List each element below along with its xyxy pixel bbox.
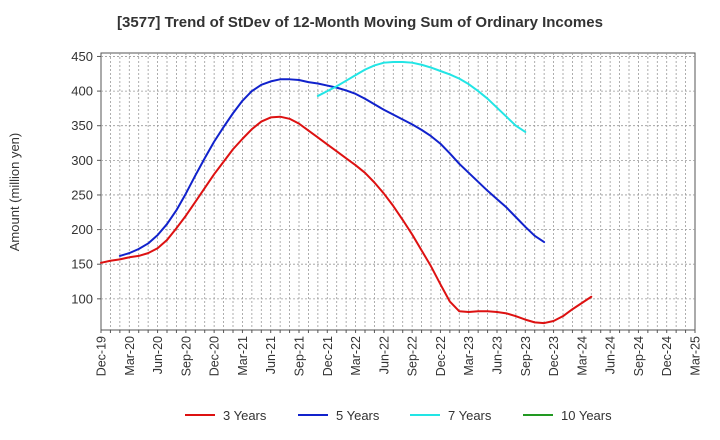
x-tick-label: Dec-21: [321, 336, 335, 376]
legend-label-5-years: 5 Years: [336, 408, 380, 423]
series-lines: [100, 61, 593, 325]
x-tick-label: Dec-23: [547, 336, 561, 376]
x-axis: Dec-19 Mar-20 Jun-20 Sep-20 Dec-20 Mar-21 Jun-…: [95, 330, 703, 376]
x-tick-label: Sep-22: [406, 336, 420, 376]
x-tick-label: Sep-20: [179, 336, 193, 376]
x-tick-label: Mar-22: [349, 336, 363, 376]
y-tick-label: 400: [71, 84, 93, 99]
series-line-3-years: [100, 115, 593, 325]
y-tick-label: 450: [71, 49, 93, 64]
x-tick-label: Sep-23: [519, 336, 533, 376]
x-tick-label: Dec-24: [660, 336, 674, 376]
x-tick-label: Jun-20: [151, 336, 165, 374]
legend-label-3-years: 3 Years: [223, 408, 267, 423]
plot-frame: [100, 52, 696, 331]
x-tick-label: Dec-20: [208, 336, 222, 376]
plot-border: [100, 52, 696, 331]
x-tick-label: Sep-24: [632, 336, 646, 376]
legend: 3 Years 5 Years 7 Years 10 Years: [185, 408, 612, 423]
x-tick-label: Mar-23: [462, 336, 476, 376]
x-tick-label: Sep-21: [293, 336, 307, 376]
x-tick-label: Mar-25: [689, 336, 703, 376]
y-tick-label: 300: [71, 153, 93, 168]
y-tick-label: 100: [71, 291, 93, 306]
series-line-5-years: [118, 78, 546, 257]
x-tick-label: Jun-22: [377, 336, 391, 374]
plot-background: [101, 53, 695, 330]
x-tick-label: Jun-23: [491, 336, 505, 374]
y-axis: 100 150 200 250 300 350 400 450: [71, 49, 101, 306]
x-tick-label: Mar-24: [575, 336, 589, 376]
series-line-7-years: [316, 61, 527, 133]
x-tick-label: Mar-20: [123, 336, 137, 376]
chart-title: [3577] Trend of StDev of 12-Month Moving…: [117, 14, 603, 31]
legend-label-7-years: 7 Years: [448, 408, 492, 423]
legend-label-10-years: 10 Years: [561, 408, 612, 423]
x-tick-label: Dec-19: [95, 336, 109, 376]
y-tick-label: 250: [71, 187, 93, 202]
x-tick-label: Dec-22: [434, 336, 448, 376]
y-tick-label: 200: [71, 222, 93, 237]
y-axis-label: Amount (million yen): [7, 133, 22, 252]
gridlines: [101, 53, 695, 330]
y-tick-label: 150: [71, 257, 93, 272]
y-tick-label: 350: [71, 118, 93, 133]
x-tick-label: Jun-21: [264, 336, 278, 374]
x-tick-label: Mar-21: [236, 336, 250, 376]
x-tick-label: Jun-24: [604, 336, 618, 374]
